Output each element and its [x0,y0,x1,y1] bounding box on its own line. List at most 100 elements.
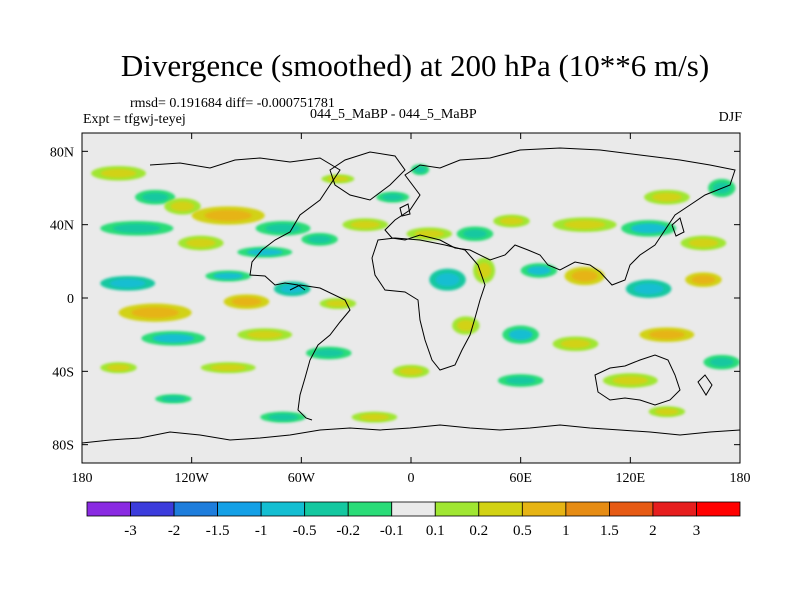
colorbar-label: 1 [562,523,570,539]
field-blob-core [633,283,664,295]
field-blob-core [435,273,460,287]
x-tick-label: 180 [730,471,751,486]
x-tick-label: 120W [175,471,210,486]
field-blob-core [170,201,195,212]
x-tick-label: 60E [509,471,532,486]
field-blob-core [652,192,682,202]
colorbar-label: -3 [124,523,137,539]
field-blob-core [204,210,252,221]
field-blob-core [161,396,186,402]
colorbar-swatch [130,501,175,517]
colorbar-swatch [609,501,654,517]
field-blob-core [414,166,427,173]
field-blob-core [268,413,298,421]
coastline-australia [594,354,681,406]
coastlines [82,147,740,444]
colorbar-swatch [217,501,262,517]
field-blob-core [350,220,381,229]
cases-label: 044_5_MaBP - 044_5_MaBP [310,107,477,122]
field-blob-core [213,272,244,280]
colorbar-swatch [652,501,697,517]
field-blob-core [131,307,179,319]
season-label: DJF [718,110,742,125]
field-blob-core [185,238,216,248]
colorbar-swatch [260,501,306,517]
colorbar-label: -0.5 [293,523,317,539]
colorbar-swatch [304,501,349,517]
field-blob-core [113,223,161,233]
colorbar-label: -1.5 [206,523,230,539]
field-blob-core [612,376,649,385]
colorbar: -3 -2 -1.5 -1 -0.5 -0.2 -0.1 0.1 0.2 0.5 1 1.5 2 3 [86,501,741,539]
coastline-south-america [289,284,351,421]
field-blob-core [476,262,492,279]
field-blob-core [152,333,195,343]
field-blob-core [414,229,445,238]
field-blob-core [499,217,524,225]
y-tick-label: 80S [52,439,74,454]
coastline-africa [371,237,486,371]
coastline-greenland [329,151,406,201]
field-blob-core [463,229,487,239]
field-blob-core [382,193,404,201]
field-blob-core [327,176,349,182]
field-blob-core [456,320,475,331]
colorbar-swatch [478,501,523,517]
field-blob-core [649,330,685,340]
field-blob-core [109,278,146,288]
colorbar-label: 3 [693,523,701,539]
field-blob-core [505,376,536,385]
field-blob-core [508,329,533,341]
x-tick-label: 0 [408,471,415,486]
coastline-eurasia [384,147,736,286]
colorbar-swatch [434,501,480,517]
colorbar-label: -1 [255,523,268,539]
y-tick-label: 40S [52,365,74,380]
y-tick-label: 80N [50,145,74,160]
field-blob-core [313,349,344,357]
field-blob-core [688,238,719,248]
coastline-north-america [149,157,341,291]
field-blob-core [231,297,262,307]
axes: 180 120W 60W 0 60E 120E 180 80N 40N 0 40S 80S [50,133,751,486]
field-blob-core [307,235,332,244]
colorbar-label: 2 [649,523,657,539]
field-blob-core [100,168,137,178]
colorbar-swatch [391,501,436,517]
colorbar-swatch [173,501,218,517]
chart-title: Divergence (smoothed) at 200 hPa (10**6 … [120,48,710,83]
field-blob-core [359,413,390,421]
y-tick-label: 0 [67,292,74,307]
coastline-antarctica [82,424,740,444]
field-blob-core [399,367,423,376]
field-blob-core [142,192,169,202]
y-tick-label: 40N [50,219,74,234]
colorbar-label: -2 [168,523,181,539]
field-blob-core [691,275,716,285]
colorbar-swatch [521,501,567,517]
colorbar-swatch [86,501,131,517]
field-blob-core [326,300,350,307]
colorbar-label: 0.2 [469,523,488,539]
colorbar-swatch [347,501,393,517]
colorbar-label: -0.1 [380,523,404,539]
coastline-island-nz [697,374,713,396]
field-blob-core [571,270,598,282]
field-blob-core [246,330,283,339]
coastline-island-uk [399,203,411,217]
coastline-island-japan [671,217,685,237]
contour-fields [91,164,740,423]
field-blob-core [655,408,679,415]
field-blob-core [630,223,667,234]
stats-label: rmsd= 0.191684 diff= -0.000751781 [130,96,335,111]
experiment-label: Expt = tfgwj-teyej [83,112,186,127]
map-background [82,133,740,463]
field-blob-core [210,364,247,371]
colorbar-label: -0.2 [336,523,360,539]
field-blob-core [527,266,551,275]
x-tick-label: 180 [72,471,93,486]
x-tick-label: 60W [288,471,316,486]
field-blob-core [265,223,301,233]
field-blob-core [709,357,734,367]
